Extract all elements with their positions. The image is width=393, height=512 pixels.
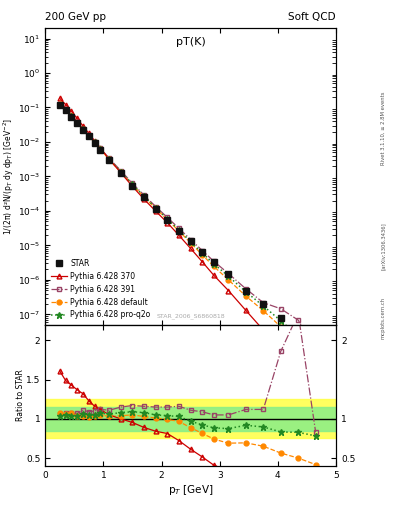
Y-axis label: 1/(2π) d²N/(p$_T$ dy dp$_T$) [GeV$^{-2}$]: 1/(2π) d²N/(p$_T$ dy dp$_T$) [GeV$^{-2}$… (2, 118, 17, 235)
Text: [arXiv:1306.3436]: [arXiv:1306.3436] (381, 222, 386, 270)
X-axis label: p$_T$ [GeV]: p$_T$ [GeV] (168, 482, 213, 497)
Text: pT(K): pT(K) (176, 37, 206, 47)
Text: STAR_2006_S6860818: STAR_2006_S6860818 (156, 313, 225, 319)
Text: mcplots.cern.ch: mcplots.cern.ch (381, 296, 386, 338)
Legend: STAR, Pythia 6.428 370, Pythia 6.428 391, Pythia 6.428 default, Pythia 6.428 pro: STAR, Pythia 6.428 370, Pythia 6.428 391… (49, 258, 152, 321)
Text: 200 GeV pp: 200 GeV pp (45, 11, 106, 22)
Bar (45, 399, 336, 438)
Bar (45, 407, 336, 431)
Text: Rivet 3.1.10, ≥ 2.8M events: Rivet 3.1.10, ≥ 2.8M events (381, 91, 386, 165)
Y-axis label: Ratio to STAR: Ratio to STAR (16, 369, 25, 421)
Text: Soft QCD: Soft QCD (288, 11, 336, 22)
